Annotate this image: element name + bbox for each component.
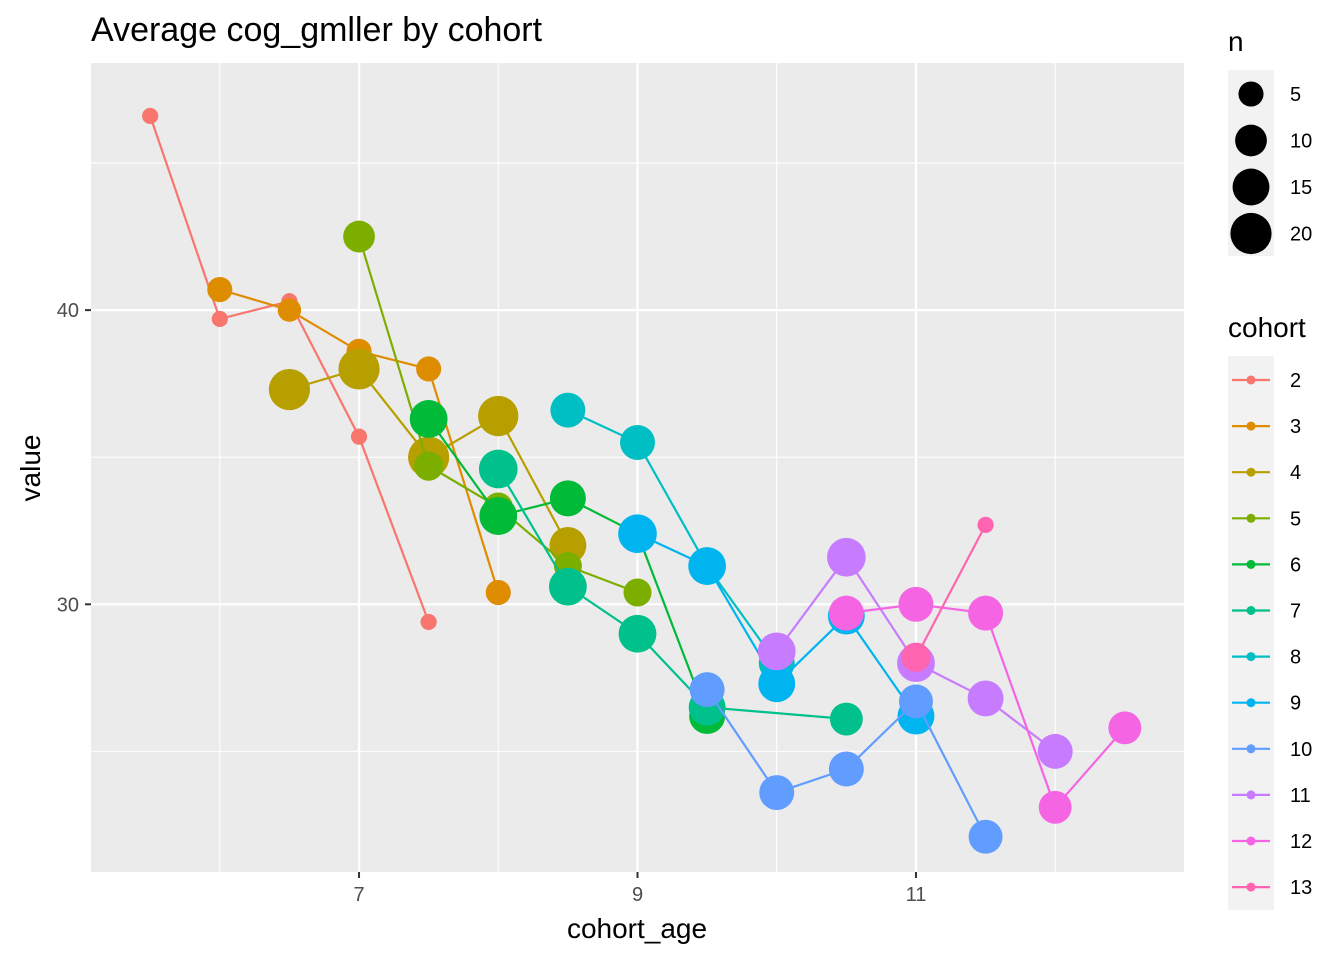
size-legend-label: 15 bbox=[1290, 177, 1312, 199]
color-legend-label: 12 bbox=[1290, 831, 1312, 853]
size-legend-key bbox=[1230, 212, 1272, 255]
x-tick-label: 7 bbox=[353, 884, 364, 906]
color-legend-key-point bbox=[1246, 375, 1256, 385]
data-point bbox=[758, 665, 796, 703]
data-point bbox=[618, 514, 657, 554]
data-point bbox=[350, 428, 368, 445]
data-point bbox=[478, 395, 519, 437]
data-point bbox=[828, 595, 864, 631]
y-axis: 30 40 bbox=[57, 300, 91, 616]
plot-panel bbox=[91, 63, 1184, 872]
data-point bbox=[967, 680, 1004, 717]
series-line bbox=[915, 524, 987, 658]
color-legend-label: 5 bbox=[1290, 508, 1301, 530]
color-legend-label: 6 bbox=[1290, 554, 1301, 576]
data-point bbox=[688, 547, 727, 585]
color-legend-key-point bbox=[1246, 652, 1256, 662]
data-point bbox=[827, 537, 866, 577]
data-point bbox=[757, 632, 796, 671]
series-cohort-10 bbox=[689, 672, 1003, 854]
data-point bbox=[1038, 790, 1072, 824]
color-legend-keys-background bbox=[1228, 356, 1274, 910]
data-point bbox=[1108, 711, 1142, 745]
series-cohort-12 bbox=[828, 586, 1142, 824]
data-point bbox=[343, 220, 375, 253]
data-point bbox=[618, 614, 657, 653]
color-legend-key-point bbox=[1246, 698, 1256, 708]
color-legend-key-point bbox=[1246, 744, 1256, 754]
size-legend: n 5 10 15 20 bbox=[1228, 26, 1312, 256]
data-point bbox=[277, 298, 302, 322]
size-legend-key bbox=[1235, 124, 1267, 157]
data-point bbox=[207, 276, 233, 303]
data-point bbox=[901, 642, 931, 672]
color-legend-label: 9 bbox=[1290, 693, 1301, 715]
data-point bbox=[968, 819, 1003, 854]
color-legend-label: 3 bbox=[1290, 416, 1301, 438]
data-point bbox=[268, 368, 311, 411]
color-legend-title: cohort bbox=[1228, 312, 1306, 343]
data-point bbox=[420, 613, 437, 631]
color-legend-key-point bbox=[1246, 606, 1256, 615]
data-point bbox=[485, 579, 511, 606]
x-axis-title: cohort_age bbox=[567, 913, 707, 944]
color-legend-label: 4 bbox=[1290, 462, 1301, 484]
data-point bbox=[479, 497, 518, 535]
data-point bbox=[1037, 733, 1073, 769]
color-legend-key-point bbox=[1246, 882, 1256, 892]
data-point bbox=[549, 527, 587, 564]
data-point bbox=[478, 449, 518, 489]
color-legend-key-point bbox=[1246, 513, 1256, 523]
series-line bbox=[567, 409, 778, 664]
series-cohort-13 bbox=[901, 516, 994, 672]
data-point bbox=[338, 348, 380, 390]
color-legend-label: 8 bbox=[1290, 647, 1301, 669]
data-point bbox=[623, 578, 652, 607]
color-legend-label: 13 bbox=[1290, 877, 1312, 899]
size-legend-label: 5 bbox=[1290, 84, 1301, 106]
data-point bbox=[828, 751, 864, 787]
data-point bbox=[548, 567, 587, 606]
color-legend-key-point bbox=[1246, 559, 1256, 569]
y-axis-title: value bbox=[15, 435, 46, 502]
data-point bbox=[759, 775, 795, 811]
size-legend-key bbox=[1232, 168, 1270, 206]
data-point bbox=[409, 400, 448, 438]
color-legend-label: 2 bbox=[1290, 370, 1301, 392]
color-legend-key-point bbox=[1246, 467, 1256, 477]
size-legend-title: n bbox=[1228, 26, 1244, 57]
data-point bbox=[549, 480, 586, 517]
x-tick-label: 11 bbox=[906, 884, 927, 906]
series-layer bbox=[142, 107, 1142, 854]
chart-title: Average cog_gmller by cohort bbox=[91, 11, 543, 49]
data-point bbox=[413, 451, 444, 481]
data-point bbox=[142, 107, 159, 125]
size-legend-label: 20 bbox=[1290, 224, 1312, 246]
data-point bbox=[899, 684, 933, 719]
data-point bbox=[416, 356, 442, 382]
data-point bbox=[829, 702, 863, 736]
color-legend-key-point bbox=[1246, 790, 1256, 800]
color-legend-label: 11 bbox=[1290, 785, 1311, 807]
x-tick-label: 9 bbox=[632, 884, 643, 906]
y-tick-label: 40 bbox=[57, 300, 79, 322]
data-point bbox=[977, 516, 994, 533]
size-legend-label: 10 bbox=[1290, 131, 1312, 153]
data-point bbox=[550, 392, 586, 428]
data-point bbox=[211, 310, 228, 328]
x-axis: 7 9 11 bbox=[353, 872, 926, 906]
color-legend-label: 10 bbox=[1290, 739, 1312, 761]
data-point bbox=[968, 595, 1004, 631]
data-point bbox=[689, 672, 725, 708]
y-tick-label: 30 bbox=[57, 594, 79, 616]
color-legend-key-point bbox=[1246, 421, 1256, 431]
data-point bbox=[898, 586, 934, 622]
size-legend-key bbox=[1238, 81, 1264, 107]
data-point bbox=[620, 425, 655, 460]
color-legend-label: 7 bbox=[1290, 601, 1301, 623]
color-legend-key-point bbox=[1246, 836, 1256, 846]
color-legend: cohort 2 3 4 5 6 7 8 9 10 11 12 13 bbox=[1228, 312, 1312, 910]
